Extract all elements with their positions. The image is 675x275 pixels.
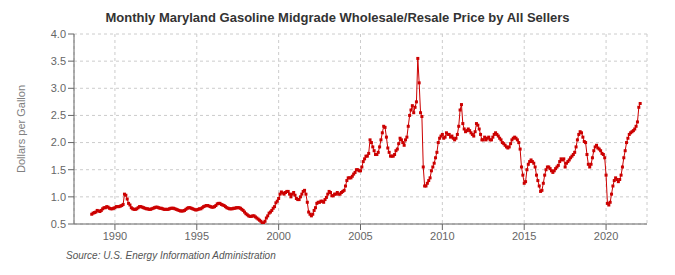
svg-text:Dollars per Gallon: Dollars per Gallon [15, 85, 27, 173]
html-text:Monthly Maryland Gasoline Midg: Monthly Maryland Gasoline Midgrade Whole… [105, 10, 570, 25]
svg-text:2.0: 2.0 [51, 136, 66, 148]
svg-text:3.5: 3.5 [51, 55, 66, 67]
svg-text:2.5: 2.5 [51, 109, 66, 121]
svg-text:4.0: 4.0 [51, 28, 66, 40]
svg-text:2020: 2020 [594, 230, 618, 242]
html-text:Source: U.S. Energy Informatio: Source: U.S. Energy Information Administ… [66, 250, 276, 261]
svg-text:0.5: 0.5 [51, 218, 66, 230]
svg-text:2005: 2005 [348, 230, 372, 242]
svg-text:3.0: 3.0 [51, 82, 66, 94]
svg-text:1990: 1990 [103, 230, 127, 242]
svg-text:2015: 2015 [512, 230, 536, 242]
svg-text:2000: 2000 [266, 230, 290, 242]
svg-text:1.5: 1.5 [51, 164, 66, 176]
svg-text:1.0: 1.0 [51, 191, 66, 203]
svg-text:1995: 1995 [185, 230, 209, 242]
svg-text:2010: 2010 [430, 230, 454, 242]
